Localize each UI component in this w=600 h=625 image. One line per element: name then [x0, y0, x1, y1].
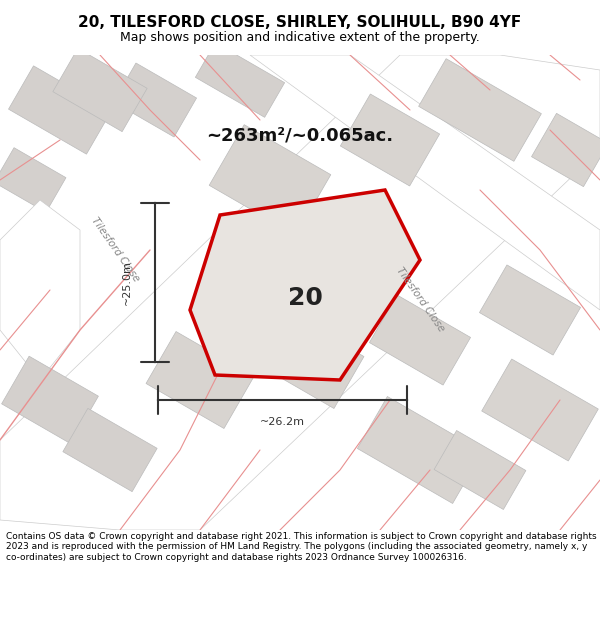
Text: Tilesford Close: Tilesford Close	[89, 216, 141, 284]
Polygon shape	[358, 396, 482, 504]
Text: Contains OS data © Crown copyright and database right 2021. This information is : Contains OS data © Crown copyright and d…	[6, 532, 596, 562]
Polygon shape	[63, 408, 157, 492]
Polygon shape	[196, 42, 284, 118]
Polygon shape	[8, 66, 112, 154]
Text: Map shows position and indicative extent of the property.: Map shows position and indicative extent…	[120, 31, 480, 44]
Text: Tilesford Close: Tilesford Close	[394, 266, 446, 334]
Polygon shape	[0, 200, 80, 380]
Polygon shape	[419, 59, 541, 161]
Polygon shape	[146, 331, 254, 429]
Polygon shape	[434, 431, 526, 509]
Text: 20, TILESFORD CLOSE, SHIRLEY, SOLIHULL, B90 4YF: 20, TILESFORD CLOSE, SHIRLEY, SOLIHULL, …	[79, 16, 521, 31]
Polygon shape	[2, 356, 98, 444]
Text: 20: 20	[287, 286, 322, 311]
Polygon shape	[340, 94, 440, 186]
Polygon shape	[0, 148, 66, 213]
Polygon shape	[479, 265, 581, 355]
Polygon shape	[256, 311, 364, 409]
Polygon shape	[0, 55, 600, 530]
Text: ~26.2m: ~26.2m	[260, 417, 305, 427]
Polygon shape	[209, 125, 331, 235]
Polygon shape	[250, 55, 600, 310]
Text: ~25.0m: ~25.0m	[122, 260, 132, 305]
Polygon shape	[482, 359, 598, 461]
Polygon shape	[190, 190, 420, 380]
Polygon shape	[532, 113, 600, 187]
Polygon shape	[53, 48, 147, 132]
Polygon shape	[370, 295, 470, 385]
Text: ~263m²/~0.065ac.: ~263m²/~0.065ac.	[206, 126, 394, 144]
Polygon shape	[113, 63, 197, 137]
